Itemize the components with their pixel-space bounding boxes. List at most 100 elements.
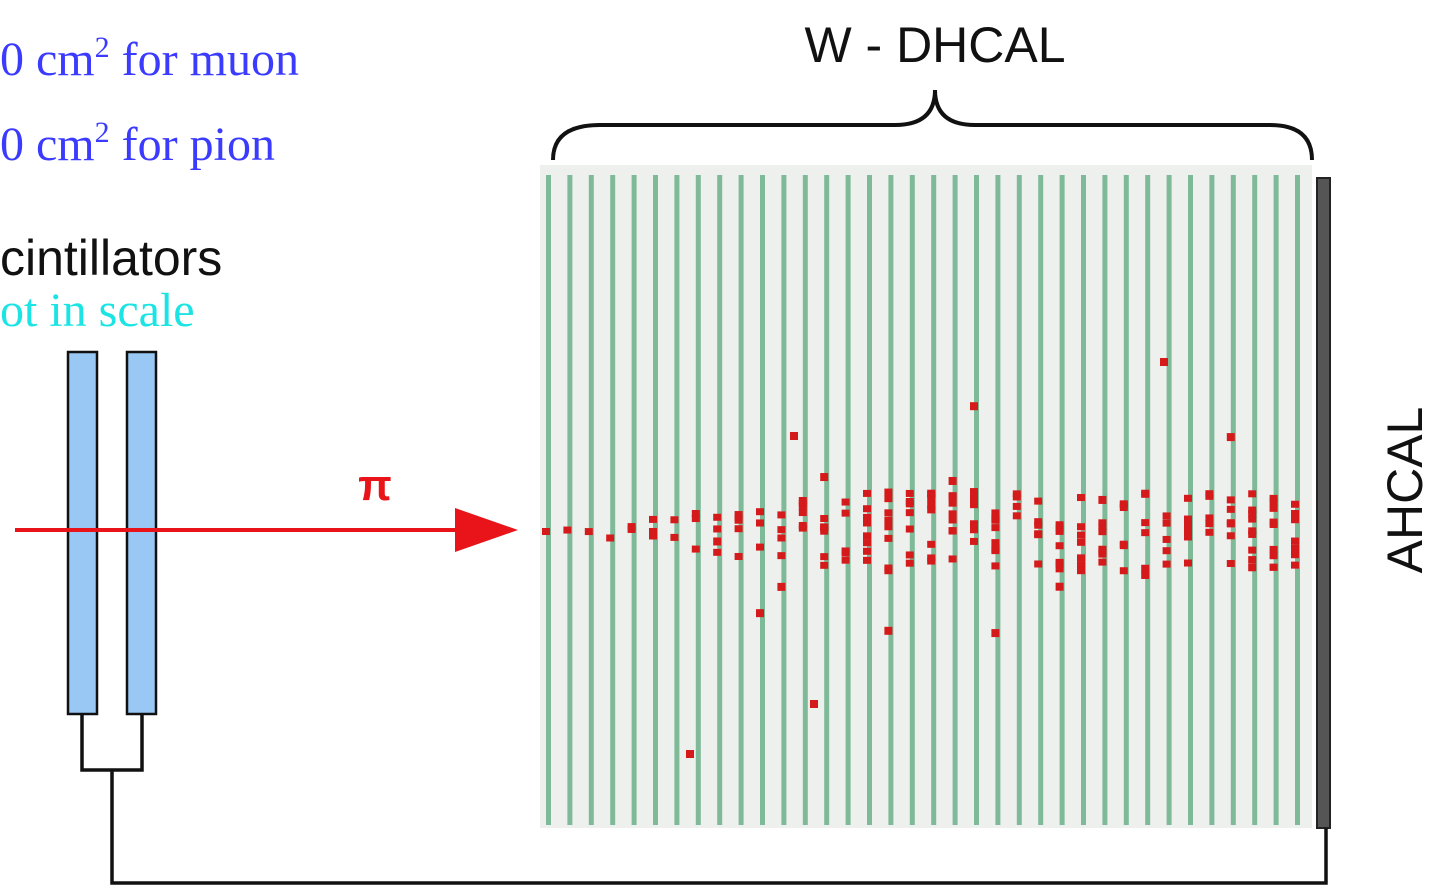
hit [670, 533, 679, 541]
hit [1291, 537, 1299, 545]
layer [546, 175, 551, 825]
hit [841, 509, 850, 517]
hit [1248, 490, 1257, 498]
hit [948, 516, 957, 524]
hits [542, 358, 1299, 758]
hit [1055, 582, 1064, 591]
hit [777, 511, 786, 519]
hit [1012, 512, 1021, 520]
hit [1291, 510, 1299, 518]
hit [991, 562, 1000, 570]
hit [841, 556, 850, 564]
hit [1205, 528, 1214, 536]
hit [777, 526, 786, 534]
scintillators-label: cintillators [0, 230, 222, 286]
hit [927, 540, 936, 548]
hit [810, 700, 818, 708]
muon-rest: for muon [110, 33, 299, 86]
scintillator [66, 350, 99, 716]
hit [1077, 565, 1085, 573]
hit [1055, 558, 1064, 566]
hit [1248, 530, 1257, 538]
pion-text: 0 cm [0, 118, 95, 171]
brace [551, 89, 1314, 161]
hit [1077, 523, 1085, 531]
hit [649, 532, 657, 540]
hit [927, 494, 936, 502]
hit [948, 493, 957, 501]
hit [948, 555, 957, 563]
hit [1162, 547, 1171, 555]
hit [1162, 560, 1171, 568]
hit [970, 402, 978, 411]
hit [1034, 560, 1043, 568]
hit [948, 499, 957, 507]
hit [1098, 545, 1107, 553]
pion-sup: 2 [95, 116, 110, 149]
layer [995, 175, 1001, 825]
hit [927, 554, 936, 562]
beam-arrow [455, 508, 518, 552]
hit [649, 527, 657, 535]
hit [905, 489, 914, 497]
dhcal-body [540, 165, 1312, 828]
hit [670, 516, 679, 524]
hit [820, 473, 829, 482]
hit [1291, 513, 1299, 521]
hit [777, 552, 786, 560]
hit [884, 516, 893, 524]
dhcal-label: W - DHCAL [804, 17, 1065, 73]
hit [970, 496, 978, 504]
hit [1248, 527, 1257, 535]
hit [713, 537, 722, 546]
hit [1248, 546, 1257, 554]
hit [691, 545, 700, 553]
hit [1269, 545, 1278, 553]
hit [798, 509, 807, 517]
hit [1034, 497, 1043, 505]
hit [970, 501, 978, 509]
hit [991, 629, 1000, 638]
hit [1248, 515, 1257, 523]
hit [927, 501, 936, 509]
hit [1184, 526, 1192, 535]
hit [1291, 551, 1299, 559]
hit [1055, 565, 1064, 573]
hit [1184, 494, 1192, 502]
layer [567, 175, 573, 825]
hit [1226, 496, 1235, 504]
hit [948, 527, 957, 535]
layer [824, 175, 830, 825]
layer [781, 175, 787, 825]
layer [653, 175, 658, 825]
hit [905, 525, 914, 533]
hit [991, 545, 1000, 553]
hit [1269, 563, 1278, 571]
layer [610, 175, 616, 825]
hit [863, 547, 871, 555]
hit [1012, 502, 1021, 510]
hit [542, 528, 550, 535]
hit [1034, 521, 1043, 529]
hit [1160, 358, 1168, 366]
hit [713, 513, 722, 521]
layer [1123, 175, 1129, 825]
hit [1205, 492, 1214, 500]
hit [691, 510, 700, 518]
layer [1295, 175, 1300, 825]
hit [820, 524, 829, 532]
hit [1269, 520, 1278, 528]
hit [1077, 554, 1085, 562]
hit [713, 525, 722, 533]
hit [1077, 561, 1085, 569]
hit [1184, 559, 1192, 567]
hit [756, 543, 764, 551]
hit [863, 519, 871, 527]
hit [1162, 535, 1171, 543]
hit [798, 521, 807, 529]
hit [1291, 561, 1299, 569]
hit [584, 528, 593, 536]
hit [863, 539, 871, 547]
hit [905, 551, 914, 559]
muon-label: 0 cm2 for muon [0, 31, 299, 86]
